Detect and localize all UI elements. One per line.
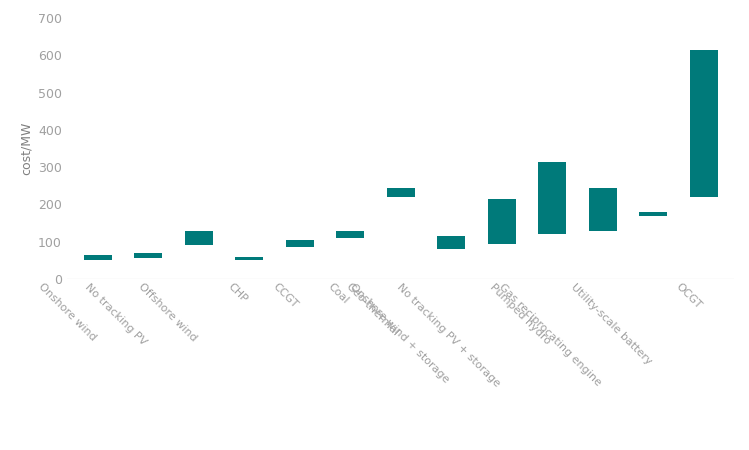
Bar — [640, 212, 667, 216]
Bar — [134, 253, 162, 258]
Bar — [488, 199, 515, 243]
Y-axis label: cost/MW: cost/MW — [19, 122, 32, 175]
Bar — [589, 188, 616, 230]
Bar — [690, 50, 718, 197]
Bar — [386, 188, 415, 197]
Bar — [336, 230, 364, 238]
Bar — [84, 255, 112, 261]
Bar — [185, 230, 213, 245]
Bar — [539, 162, 566, 234]
Bar — [235, 256, 263, 261]
Bar — [437, 236, 465, 249]
Bar — [286, 240, 314, 248]
